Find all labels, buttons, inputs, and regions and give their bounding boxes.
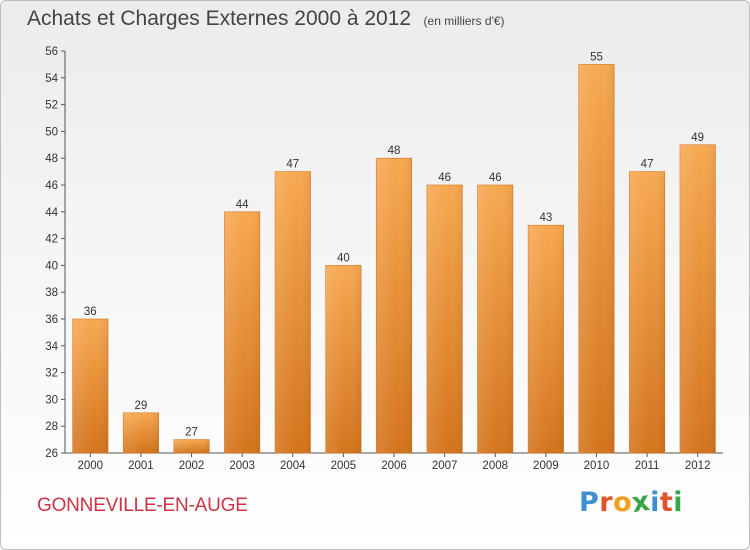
y-tick-label: 28 xyxy=(45,421,58,433)
y-tick-label: 52 xyxy=(45,100,58,112)
x-tick-label-2006: 2006 xyxy=(381,460,407,472)
y-tick-label: 30 xyxy=(45,394,58,406)
value-label-2007: 46 xyxy=(438,172,451,184)
x-tick-label-2011: 2011 xyxy=(635,460,660,472)
y-tick-label: 48 xyxy=(45,153,58,165)
chart-title: Achats et Charges Externes 2000 à 2012 xyxy=(27,7,412,30)
x-tick-label-2004: 2004 xyxy=(280,460,306,472)
bar-shade-2008 xyxy=(477,185,513,453)
y-tick-label: 26 xyxy=(45,448,58,460)
logo-letter: i xyxy=(673,487,684,518)
y-tick-label: 38 xyxy=(45,287,58,299)
bar-shade-2012 xyxy=(679,144,716,454)
y-tick-label: 56 xyxy=(45,46,58,58)
value-label-2001: 29 xyxy=(135,400,148,412)
y-tick-label: 36 xyxy=(45,314,58,326)
value-label-2005: 40 xyxy=(337,252,350,264)
x-tick-label-2001: 2001 xyxy=(128,460,154,472)
x-tick-label-2002: 2002 xyxy=(179,460,205,472)
x-tick-label-2009: 2009 xyxy=(533,460,559,472)
bar-shade-2004 xyxy=(275,171,311,453)
value-label-2003: 44 xyxy=(236,199,249,211)
bar-shade-2011 xyxy=(629,171,665,453)
y-tick-label: 40 xyxy=(45,260,58,272)
logo-letter: r xyxy=(599,487,614,518)
bar-shade-2005 xyxy=(325,265,362,453)
x-tick-label-2000: 2000 xyxy=(78,460,104,472)
bars xyxy=(72,64,716,454)
x-tick-label-2008: 2008 xyxy=(482,460,508,472)
value-label-2002: 27 xyxy=(185,427,198,439)
logo-letter: i xyxy=(650,487,660,518)
bar-shade-2003 xyxy=(224,211,260,453)
value-label-2011: 47 xyxy=(641,159,654,171)
x-tick-label-2010: 2010 xyxy=(584,460,610,472)
bar-shade-2007 xyxy=(426,185,463,453)
y-tick-label: 44 xyxy=(45,207,58,219)
bar-shade-2010 xyxy=(578,64,615,454)
commune-name: GONNEVILLE-EN-AUGE xyxy=(37,495,248,516)
bar-shade-2000 xyxy=(72,319,109,453)
x-tick-label-2012: 2012 xyxy=(685,460,711,472)
y-tick-label: 46 xyxy=(45,180,58,192)
logo-letter: o xyxy=(613,487,633,518)
y-tick-label: 50 xyxy=(45,126,58,138)
y-tick-label: 34 xyxy=(45,341,58,353)
logo-letter: x xyxy=(630,485,653,520)
x-tick-label-2005: 2005 xyxy=(331,460,357,472)
logo-letter: P xyxy=(579,487,600,518)
value-label-2010: 55 xyxy=(590,51,603,63)
value-label-2000: 36 xyxy=(84,306,97,318)
value-label-2009: 43 xyxy=(539,212,552,224)
y-tick-label: 54 xyxy=(45,73,58,85)
value-label-2012: 49 xyxy=(691,132,704,144)
chart-subtitle: (en milliers d'€) xyxy=(423,14,505,28)
value-label-2008: 46 xyxy=(489,172,502,184)
value-label-2006: 48 xyxy=(388,145,401,157)
proxiti-logo: Proxiti xyxy=(579,485,684,520)
bar-shade-2001 xyxy=(123,412,159,453)
y-tick-label: 42 xyxy=(45,234,58,246)
y-tick-label: 32 xyxy=(45,368,58,380)
bar-shade-2009 xyxy=(528,225,564,453)
x-tick-label-2007: 2007 xyxy=(432,460,458,472)
bar-shade-2002 xyxy=(173,439,210,453)
logo-letter: t xyxy=(659,487,674,518)
value-label-2004: 47 xyxy=(286,159,299,171)
bar-shade-2006 xyxy=(376,158,412,453)
data-labels: 36 29 27 44 47 40 48 46 46 43 55 47 49 xyxy=(84,51,704,438)
title-block: Achats et Charges Externes 2000 à 2012 (… xyxy=(27,7,505,31)
x-tick-label-2003: 2003 xyxy=(229,460,255,472)
